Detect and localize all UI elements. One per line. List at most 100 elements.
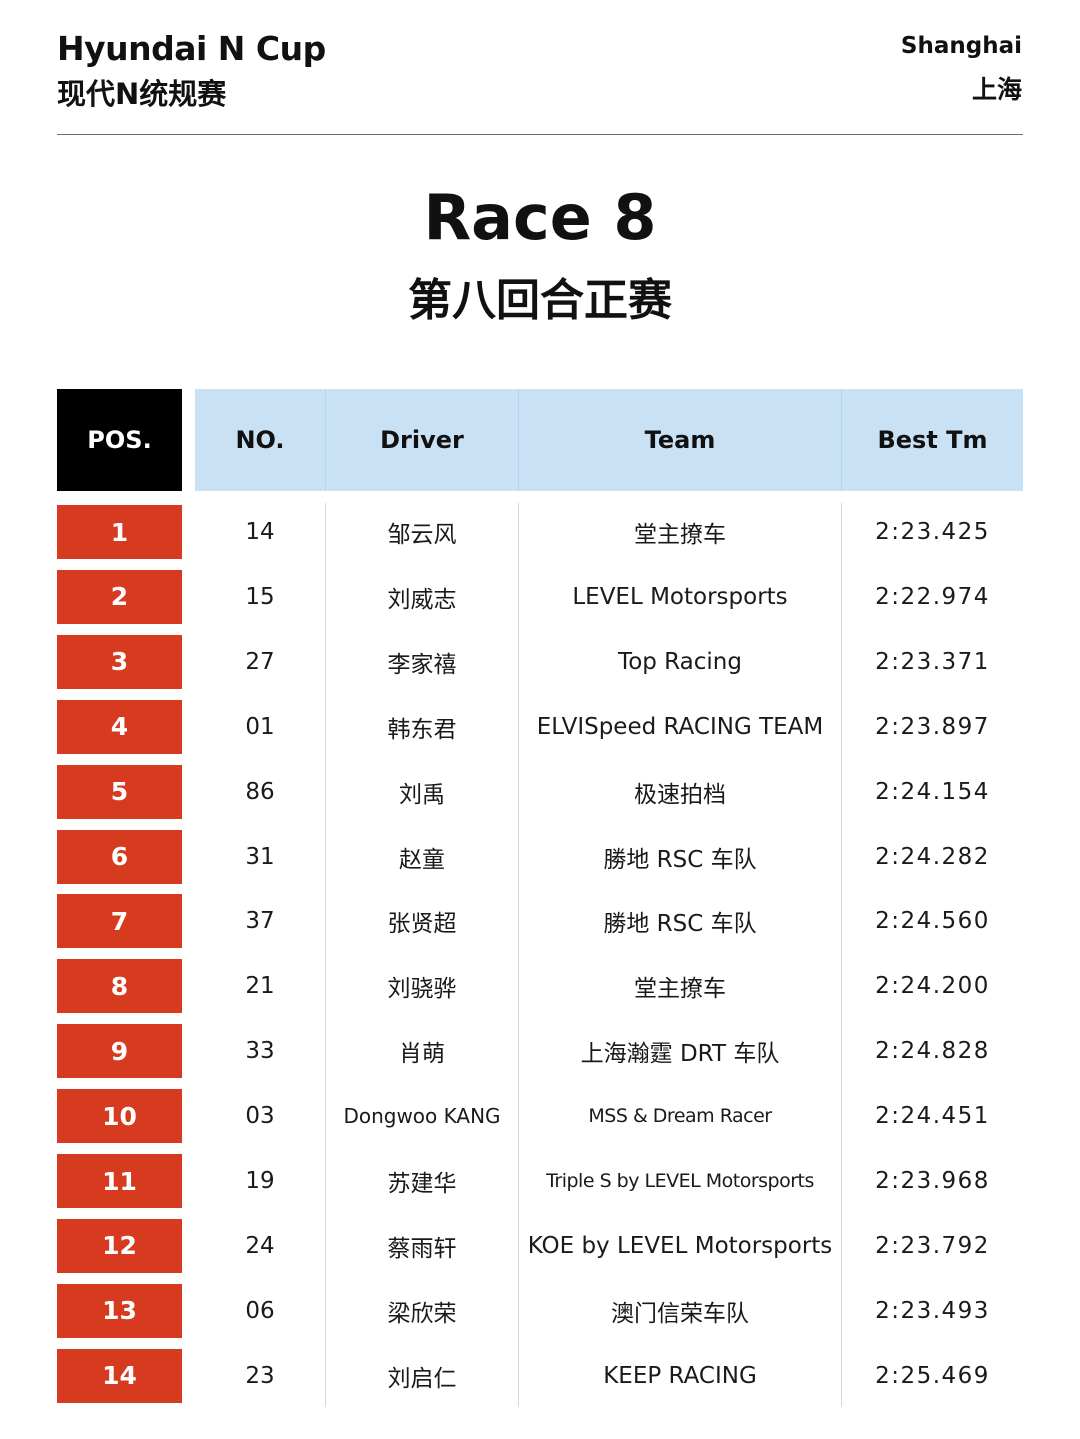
best-time-cell: 2:24.200 <box>875 973 990 1000</box>
position-cell: 8 <box>57 959 182 1014</box>
table-row: 1 14 邹云风 堂主撩车 2:23.425 <box>0 505 1080 559</box>
position-cell: 4 <box>57 699 182 754</box>
best-time-cell: 2:25.469 <box>875 1362 990 1389</box>
driver-cell: 刘启仁 <box>387 1365 457 1392</box>
table-row: 8 21 刘骁骅 堂主撩车 2:24.200 <box>0 959 1080 1014</box>
column-header-team: Team <box>644 426 716 454</box>
driver-cell: Dongwoo KANG <box>343 1104 501 1129</box>
best-time-cell: 2:23.425 <box>875 519 990 545</box>
table-row: 4 01 韩东君 ELVISpeed RACING TEAM 2:23.897 <box>0 699 1080 754</box>
column-divider <box>325 389 326 491</box>
page-title: Race 8 <box>423 181 657 254</box>
car-number-cell: 31 <box>245 843 275 870</box>
column-header-pos: POS. <box>57 389 182 491</box>
driver-cell: 邹云风 <box>387 522 457 548</box>
series-title-cn: 现代N统规赛 <box>57 77 227 111</box>
position-cell: 7 <box>57 894 182 949</box>
location: Shanghai 上海 <box>901 30 1022 110</box>
car-number-cell: 06 <box>245 1297 275 1324</box>
column-divider <box>325 503 326 1407</box>
best-time-cell: 2:23.792 <box>875 1232 990 1259</box>
car-number-cell: 14 <box>245 519 275 545</box>
driver-cell: 蔡雨轩 <box>387 1235 457 1262</box>
position-cell: 5 <box>57 764 182 819</box>
header-divider <box>57 134 1023 135</box>
table-row: 9 33 肖萌 上海瀚霆 DRT 车队 2:24.828 <box>0 1024 1080 1079</box>
position-cell: 11 <box>57 1154 182 1208</box>
location-cn: 上海 <box>971 75 1022 104</box>
best-time-cell: 2:24.560 <box>875 908 990 935</box>
driver-cell: 肖萌 <box>399 1041 445 1068</box>
position-cell: 12 <box>57 1218 182 1273</box>
column-divider <box>518 503 519 1407</box>
position-cell: 10 <box>57 1089 182 1144</box>
table-row: 3 27 李家禧 Top Racing 2:23.371 <box>0 634 1080 689</box>
position-cell: 2 <box>57 569 182 624</box>
car-number-cell: 23 <box>245 1362 275 1389</box>
column-divider <box>841 389 842 491</box>
team-cell: Triple S by LEVEL Motorsports <box>546 1170 814 1192</box>
series-title-en: Hyundai N Cup <box>57 29 326 68</box>
position-cell: 13 <box>57 1283 182 1338</box>
best-time-cell: 2:23.897 <box>875 713 990 740</box>
position-cell: 9 <box>57 1024 182 1079</box>
location-en: Shanghai <box>900 33 1022 59</box>
column-header-best-time: Best Tm <box>877 426 988 454</box>
table-row: 2 15 刘威志 LEVEL Motorsports 2:22.974 <box>0 569 1080 624</box>
table-row: 14 23 刘启仁 KEEP RACING 2:25.469 <box>0 1348 1080 1403</box>
column-divider <box>841 503 842 1407</box>
team-cell: 堂主撩车 <box>634 976 726 1003</box>
car-number-cell: 03 <box>245 1103 275 1130</box>
driver-cell: 赵童 <box>399 846 445 873</box>
brand: Hyundai N Cup 现代N统规赛 <box>57 28 326 116</box>
table-row: 12 24 蔡雨轩 KOE by LEVEL Motorsports 2:23.792 <box>0 1218 1080 1273</box>
table-row: 13 06 梁欣荣 澳门信荣车队 2:23.493 <box>0 1283 1080 1338</box>
column-header-driver: Driver <box>380 426 464 454</box>
team-cell: 堂主撩车 <box>634 522 726 548</box>
page-subtitle: 第八回合正赛 <box>408 275 672 326</box>
best-time-cell: 2:24.282 <box>875 843 990 870</box>
car-number-cell: 24 <box>245 1232 275 1259</box>
driver-cell: 苏建华 <box>387 1171 457 1197</box>
position-cell: 6 <box>57 829 182 884</box>
driver-cell: 韩东君 <box>387 716 457 743</box>
car-number-cell: 01 <box>245 713 275 740</box>
team-cell: 极速拍档 <box>634 781 726 808</box>
team-cell: 上海瀚霆 DRT 车队 <box>580 1041 780 1068</box>
best-time-cell: 2:24.154 <box>875 778 990 805</box>
driver-cell: 刘骁骅 <box>387 976 457 1003</box>
column-header-no: NO. <box>235 426 285 454</box>
team-cell: KEEP RACING <box>603 1362 757 1389</box>
table-row: 5 86 刘禹 极速拍档 2:24.154 <box>0 764 1080 819</box>
team-cell: LEVEL Motorsports <box>572 583 788 610</box>
car-number-cell: 33 <box>245 1038 275 1065</box>
best-time-cell: 2:23.371 <box>875 648 990 675</box>
position-cell: 3 <box>57 634 182 689</box>
team-cell: Top Racing <box>618 648 742 675</box>
best-time-cell: 2:23.968 <box>875 1168 990 1194</box>
driver-cell: 刘禹 <box>399 781 445 808</box>
team-cell: ELVISpeed RACING TEAM <box>536 713 824 740</box>
team-cell: MSS & Dream Racer <box>588 1105 772 1128</box>
team-cell: KOE by LEVEL Motorsports <box>527 1232 833 1259</box>
car-number-cell: 15 <box>245 583 275 610</box>
car-number-cell: 21 <box>245 973 275 1000</box>
best-time-cell: 2:23.493 <box>875 1297 990 1324</box>
column-divider <box>518 389 519 491</box>
best-time-cell: 2:24.828 <box>875 1038 990 1065</box>
driver-cell: 张贤超 <box>387 911 457 938</box>
driver-cell: 梁欣荣 <box>387 1300 457 1327</box>
position-cell: 1 <box>57 505 182 559</box>
car-number-cell: 27 <box>245 648 275 675</box>
position-cell: 14 <box>57 1348 182 1403</box>
car-number-cell: 86 <box>245 778 275 805</box>
car-number-cell: 19 <box>245 1168 275 1194</box>
best-time-cell: 2:24.451 <box>875 1103 990 1130</box>
best-time-cell: 2:22.974 <box>875 583 990 610</box>
table-row: 11 19 苏建华 Triple S by LEVEL Motorsports 2:23… <box>0 1154 1080 1208</box>
table-row: 10 03 Dongwoo KANG MSS & Dream Racer 2:24.45… <box>0 1089 1080 1144</box>
header-band <box>195 389 1023 491</box>
team-cell: 澳门信荣车队 <box>611 1300 749 1327</box>
table-row: 6 31 赵童 勝地 RSC 车队 2:24.282 <box>0 829 1080 884</box>
car-number-cell: 37 <box>245 908 275 935</box>
